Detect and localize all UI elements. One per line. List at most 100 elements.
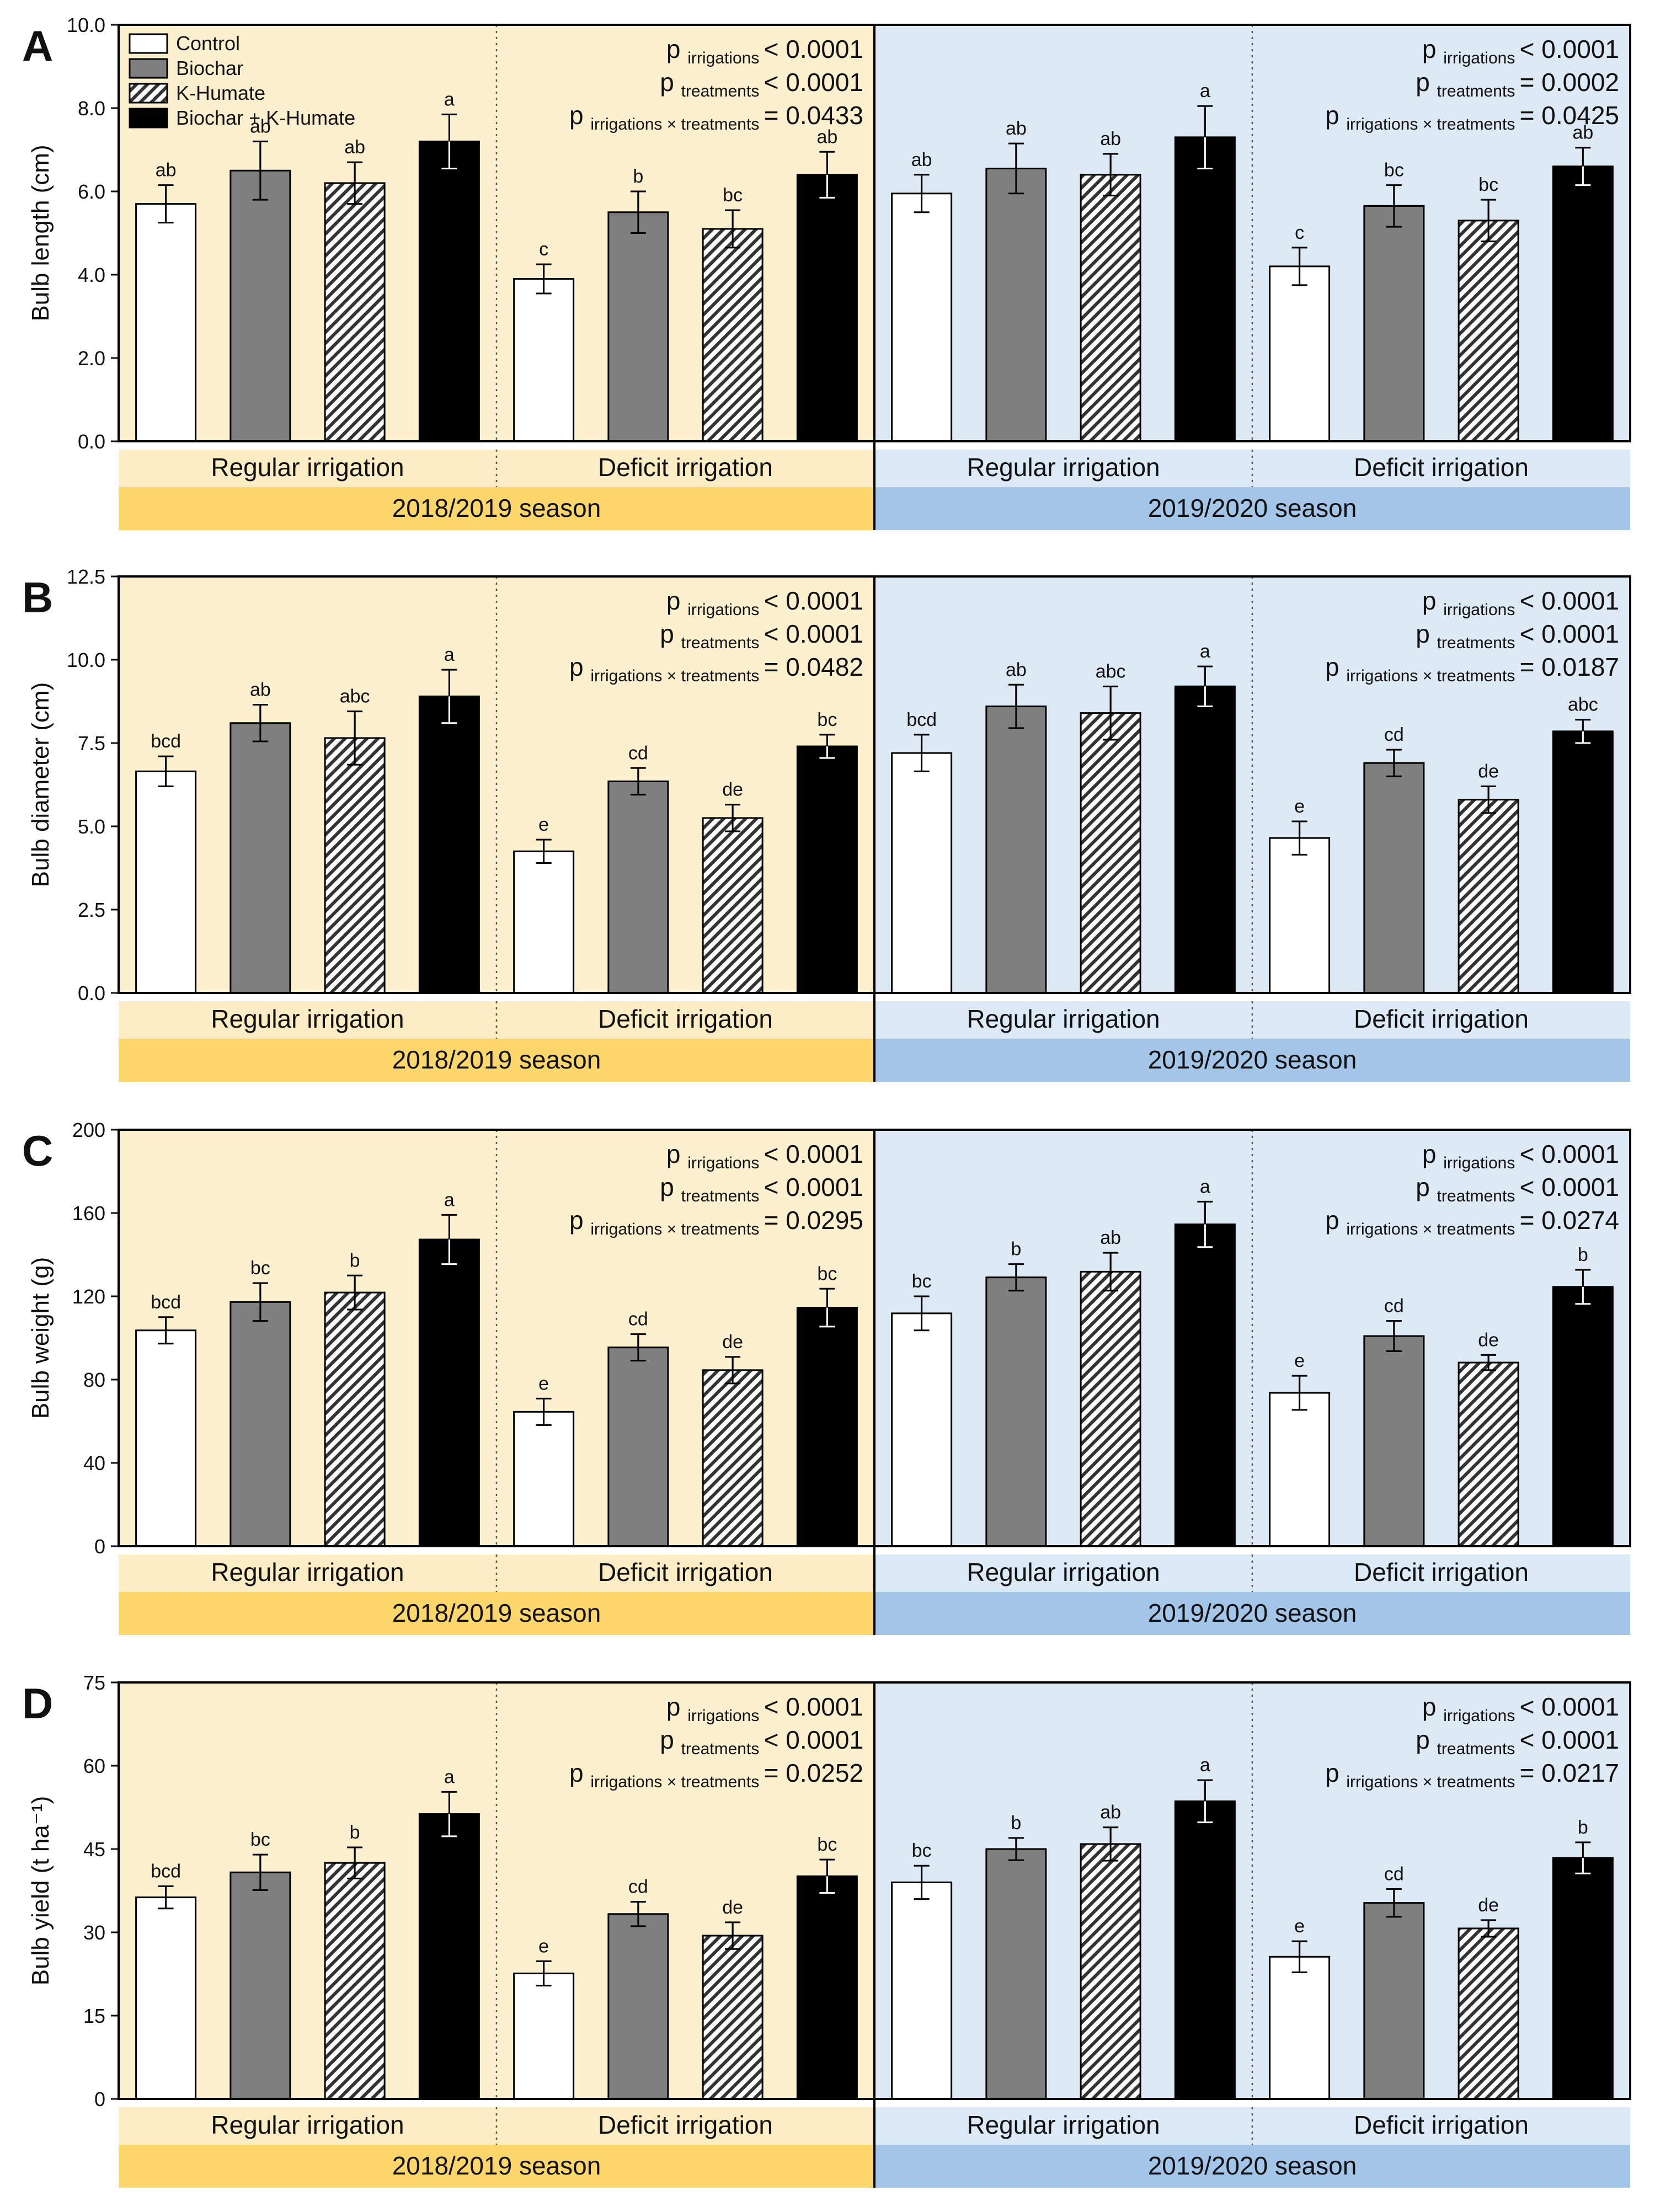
bar-regular-2 <box>229 169 291 442</box>
bar-deficit-4 <box>796 745 858 994</box>
significance-letter: b <box>1011 1239 1021 1260</box>
legend-swatch-3 <box>129 83 168 104</box>
y-tick-label: 12.5 <box>67 565 105 588</box>
significance-letter: bcd <box>151 731 181 752</box>
bar-deficit-3 <box>1458 1361 1519 1547</box>
p-value-treatments: p treatments < 0.0001 <box>1416 1725 1619 1758</box>
bar-regular-3 <box>324 1862 386 2100</box>
bar-deficit-1 <box>513 1972 575 2100</box>
bar-regular-4 <box>1174 1223 1236 1547</box>
irrigation-label: Deficit irrigation <box>598 1558 773 1586</box>
panel-letter: A <box>22 22 53 70</box>
significance-letter: c <box>1295 222 1304 243</box>
season-band-1 <box>119 1592 874 1635</box>
p-value-treatments: p treatments < 0.0001 <box>1416 1173 1619 1205</box>
p-value-treatments: p treatments < 0.0001 <box>660 68 863 100</box>
significance-letter: b <box>1578 1817 1588 1838</box>
significance-letter: bc <box>912 1840 932 1861</box>
panel-letter: B <box>22 573 53 622</box>
bar-regular-1 <box>135 1329 197 1547</box>
irrigation-label: Regular irrigation <box>211 1005 404 1033</box>
bar-deficit-1 <box>1269 1955 1331 2100</box>
bar-regular-1 <box>135 770 197 994</box>
bar-deficit-4 <box>1552 1857 1614 2100</box>
bar-deficit-1 <box>513 850 575 994</box>
significance-letter: cd <box>1384 1296 1404 1317</box>
bar-regular-3 <box>1080 1270 1141 1547</box>
significance-letter: bcd <box>151 1861 181 1882</box>
significance-letter: ab <box>1006 659 1027 680</box>
significance-letter: e <box>1294 1350 1305 1371</box>
y-tick-label: 7.5 <box>78 732 105 755</box>
legend-label-3: K-Humate <box>176 82 265 104</box>
significance-letter: cd <box>628 1309 648 1330</box>
legend-label-4: Biochar + K-Humate <box>176 106 355 129</box>
bar-regular-3 <box>1080 174 1141 442</box>
irrigation-label: Deficit irrigation <box>1354 1558 1529 1586</box>
irrigation-label: Deficit irrigation <box>598 2111 773 2139</box>
irrigation-label: Regular irrigation <box>211 2111 404 2139</box>
p-value-irrigations: p irrigations < 0.0001 <box>666 586 863 619</box>
y-axis-label: Bulb length (cm) <box>27 145 54 321</box>
significance-letter: ab <box>250 116 271 137</box>
significance-letter: de <box>1478 1329 1499 1350</box>
bar-deficit-3 <box>702 228 764 442</box>
y-tick-label: 2.0 <box>78 347 105 370</box>
bar-regular-4 <box>1174 1800 1236 2100</box>
significance-letter: bcd <box>151 1292 181 1313</box>
bar-deficit-2 <box>1363 762 1425 994</box>
significance-letter: ab <box>1572 122 1593 143</box>
significance-letter: a <box>444 1766 455 1787</box>
bar-deficit-1 <box>1269 1392 1331 1547</box>
y-tick-label: 10.0 <box>67 649 105 671</box>
legend-swatch-2 <box>129 58 168 79</box>
bar-regular-4 <box>418 1813 480 2100</box>
p-value-irrigations: p irrigations < 0.0001 <box>1422 586 1619 619</box>
significance-letter: b <box>350 1250 360 1271</box>
y-tick-label: 0 <box>94 2088 105 2111</box>
bar-regular-4 <box>418 140 480 442</box>
panel-letter: D <box>22 1679 53 1728</box>
significance-letter: bcd <box>906 709 937 730</box>
y-tick-label: 15 <box>83 2005 105 2027</box>
bar-regular-4 <box>418 1238 480 1547</box>
p-value-treatments: p treatments < 0.0001 <box>660 1725 863 1758</box>
y-tick-label: 45 <box>83 1838 105 1861</box>
p-value-interaction: p irrigations × treatments = 0.0217 <box>1325 1759 1619 1791</box>
irrigation-label: Regular irrigation <box>967 1558 1160 1586</box>
significance-letter: abc <box>1096 661 1126 682</box>
significance-letter: a <box>444 644 455 665</box>
y-tick-label: 120 <box>72 1285 105 1308</box>
significance-letter: a <box>1200 641 1210 662</box>
p-value-interaction: p irrigations × treatments = 0.0295 <box>569 1206 863 1238</box>
y-tick-label: 200 <box>72 1119 105 1141</box>
significance-letter: e <box>538 1936 549 1957</box>
season-label-1: 2018/2019 season <box>392 2151 601 2180</box>
bar-regular-2 <box>229 1871 291 2100</box>
y-tick-label: 8.0 <box>78 97 105 120</box>
y-tick-label: 0.0 <box>78 982 105 1005</box>
significance-letter: e <box>1294 796 1305 817</box>
bar-regular-1 <box>891 1312 953 1547</box>
significance-letter: de <box>1478 1895 1499 1916</box>
bar-deficit-3 <box>1458 1927 1519 2100</box>
bar-regular-2 <box>229 1301 291 1547</box>
significance-letter: a <box>1200 1755 1210 1776</box>
legend-swatch-4 <box>129 108 168 129</box>
bar-deficit-4 <box>1552 1286 1614 1547</box>
significance-letter: ab <box>1100 1802 1121 1823</box>
significance-letter: ab <box>1100 1227 1121 1248</box>
bar-deficit-1 <box>1269 265 1331 442</box>
significance-letter: de <box>722 779 743 800</box>
significance-letter: ab <box>156 160 177 181</box>
irrigation-label: Regular irrigation <box>967 1005 1160 1033</box>
bar-deficit-1 <box>1269 837 1331 994</box>
p-value-treatments: p treatments = 0.0002 <box>1416 68 1619 100</box>
p-value-irrigations: p irrigations < 0.0001 <box>1422 35 1619 67</box>
legend-label-1: Control <box>176 32 240 55</box>
p-value-treatments: p treatments < 0.0001 <box>1416 619 1619 652</box>
significance-letter: a <box>1200 1176 1210 1197</box>
p-value-interaction: p irrigations × treatments = 0.0187 <box>1325 653 1619 685</box>
y-tick-label: 6.0 <box>78 180 105 203</box>
significance-letter: bc <box>912 1271 932 1292</box>
